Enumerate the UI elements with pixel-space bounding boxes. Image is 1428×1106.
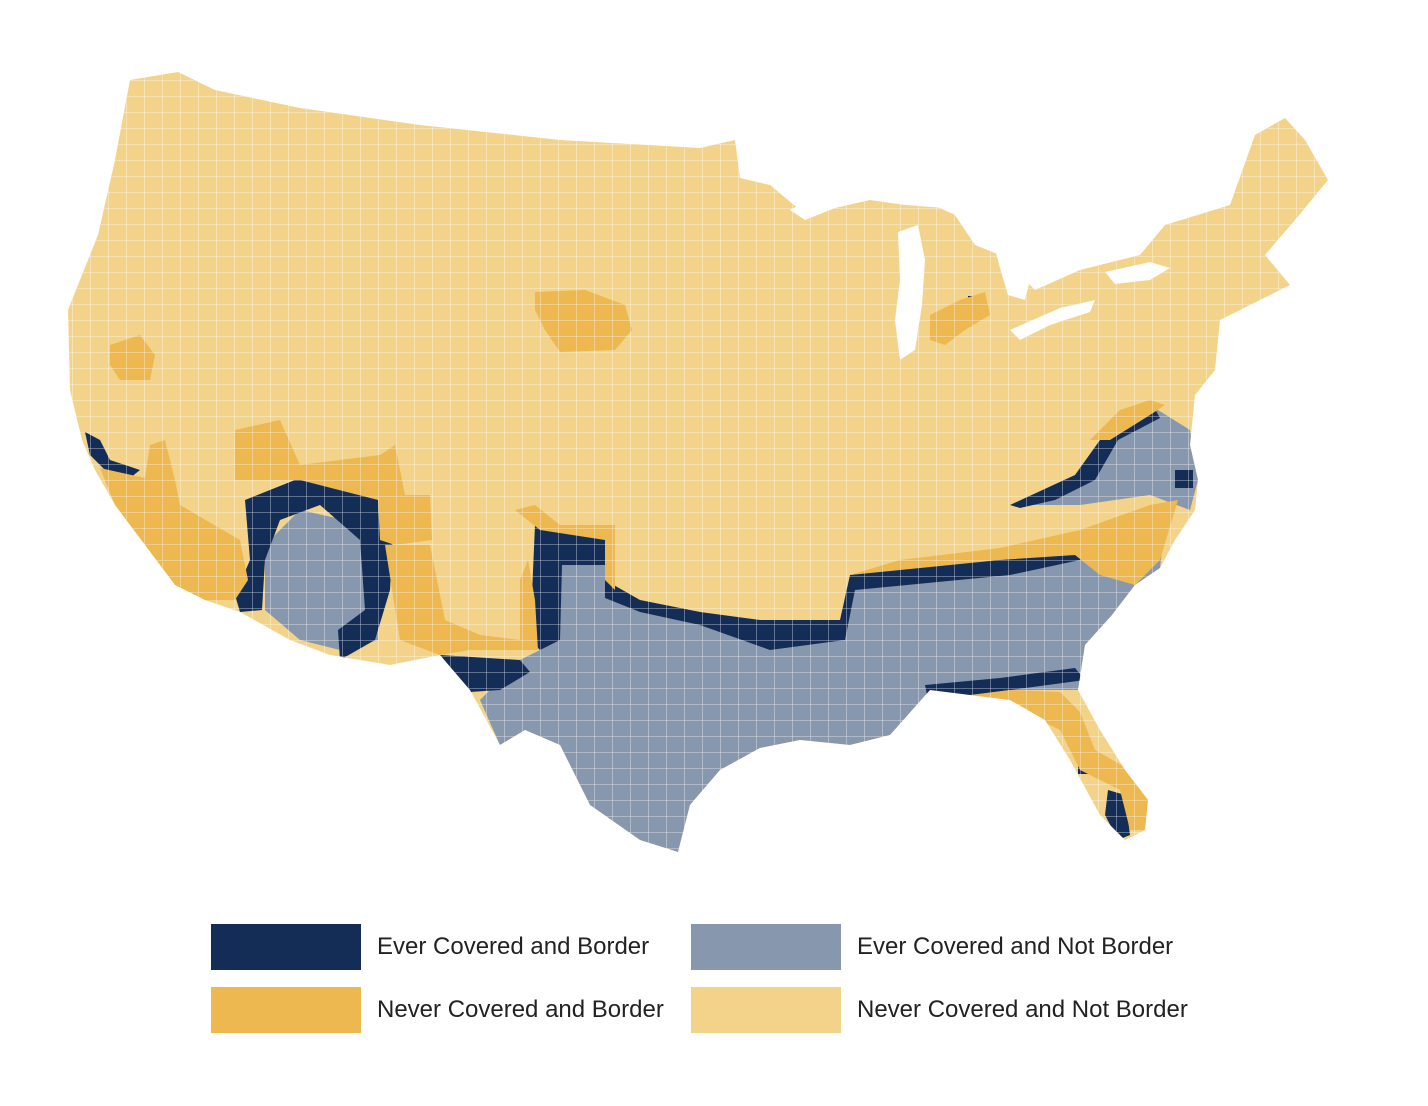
lake-superior: [790, 170, 960, 220]
legend-label: Never Covered and Not Border: [857, 996, 1188, 1023]
legend-label: Never Covered and Border: [377, 996, 664, 1023]
legend-swatch: [691, 987, 841, 1033]
lake-huron: [990, 228, 1035, 300]
lake-erie: [1010, 300, 1095, 340]
legend-swatch: [211, 924, 361, 970]
legend-swatch: [211, 987, 361, 1033]
county-lines: [68, 72, 1328, 852]
lake-ontario: [1105, 262, 1170, 284]
legend-item-never-covered-not-border: Never Covered and Not Border: [691, 987, 1188, 1033]
county-coverage-map: [68, 72, 1328, 852]
us-map-svg: [68, 72, 1328, 852]
legend-item-ever-covered-border: Ever Covered and Border: [211, 924, 649, 970]
legend-swatch: [691, 924, 841, 970]
legend-label: Ever Covered and Border: [377, 933, 650, 960]
legend-label: Ever Covered and Not Border: [857, 933, 1174, 960]
legend-item-ever-covered-not-border: Ever Covered and Not Border: [691, 924, 1173, 970]
legend-item-never-covered-border: Never Covered and Border: [211, 987, 664, 1033]
lake-michigan: [895, 225, 925, 360]
